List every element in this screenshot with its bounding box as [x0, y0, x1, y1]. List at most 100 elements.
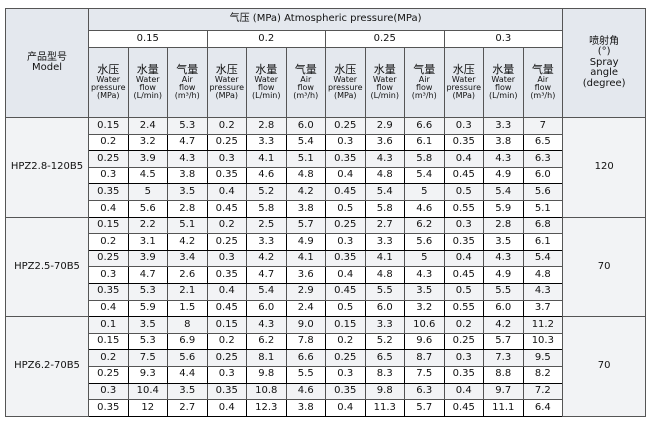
cell: 6.0 — [364, 299, 405, 318]
cell: 0.1 — [88, 316, 129, 334]
cell: 0.25 — [88, 249, 129, 268]
pressure-label: 0.25 — [325, 30, 445, 48]
header-text: flow — [179, 83, 196, 93]
header-text: (degree) — [582, 77, 626, 89]
cell: 5.2 — [364, 332, 405, 351]
column-header: 水压 Water pressure (MPa) — [88, 47, 129, 118]
cell: 0.35 — [325, 249, 366, 268]
cell: 0.35 — [325, 150, 366, 168]
header-text: Water — [451, 74, 476, 84]
cell: 5.3 — [167, 117, 208, 135]
data-row: 0.25 3.9 3.4 0.3 4.2 4.1 0.35 4.1 5 0.4 4.3 5.4 — [6, 249, 646, 268]
cell: 2.9 — [285, 282, 326, 301]
data-row: 0.3 4.7 2.6 0.35 4.7 3.6 0.4 4.8 4.3 0.45 4.9 4.8 — [6, 266, 646, 284]
header-text: flow — [376, 83, 393, 93]
header-text: flow — [139, 83, 156, 93]
header-text: Water — [491, 74, 516, 84]
header-text: 气量 — [176, 63, 199, 77]
cell: 0.45 — [443, 166, 484, 185]
header-text: 水量 — [373, 63, 396, 77]
cell: 3.3 — [483, 117, 524, 135]
cell: 0.25 — [206, 133, 247, 152]
header-text: 水压 — [215, 63, 238, 77]
column-header: 水量 Water flow (L/min) — [127, 47, 168, 118]
cell: 0.5 — [443, 183, 484, 201]
cell: 3.8 — [285, 199, 326, 218]
cell: 6.0 — [285, 117, 326, 135]
cell: 5.3 — [127, 282, 168, 301]
cell: 0.35 — [206, 266, 247, 284]
cell: 7.5 — [127, 349, 168, 367]
cell: 0.35 — [443, 365, 484, 384]
column-header: 水压 Water pressure (MPa) — [206, 47, 247, 118]
cell: 0.45 — [443, 266, 484, 284]
cell: 10.4 — [127, 382, 168, 401]
column-header: 气量 Air flow (m³/h) — [404, 47, 445, 118]
header-text: (L/min) — [370, 91, 399, 101]
data-row: 0.3 10.4 3.5 0.35 10.8 4.6 0.35 9.8 6.3 0.4 9.7 7.2 — [6, 382, 646, 401]
cell: 12.3 — [246, 399, 287, 417]
cell: 2.1 — [167, 282, 208, 301]
cell: 4.9 — [483, 166, 524, 185]
cell: 9.3 — [127, 365, 168, 384]
header-text: 水量 — [136, 63, 159, 77]
cell: 3.9 — [127, 150, 168, 168]
cell: 0.2 — [88, 133, 129, 152]
header-text: (L/min) — [133, 91, 162, 101]
header-text: 产品型号 — [27, 51, 67, 63]
header-text: 喷射角 — [589, 35, 620, 47]
cell: 0.2 — [88, 349, 129, 367]
cell: 0.2 — [325, 332, 366, 351]
cell: 3.8 — [285, 399, 326, 417]
header-text: (MPa) — [333, 91, 357, 101]
data-row: HPZ2.8-120B5 0.15 2.4 5.3 0.2 2.8 6.0 0.25 2.9 6.… — [5, 117, 647, 218]
cell: 6.1 — [404, 133, 445, 152]
cell: 0.2 — [88, 233, 129, 251]
cell: 0.55 — [443, 199, 484, 218]
cell: 7.3 — [483, 349, 524, 367]
cell: 2.8 — [167, 199, 208, 218]
data-row: HPZ6.2-70B5 0.1 3.5 8 0.15 4.3 9.0 0.15 3.3 10.6 0… — [5, 316, 647, 417]
data-row: 0.3 4.5 3.8 0.35 4.6 4.8 0.4 4.8 5.4 0.45 4.9 6.0 — [6, 166, 646, 185]
cell: 4.8 — [285, 166, 326, 185]
cell: 4.3 — [246, 316, 287, 334]
cell: 4.2 — [483, 316, 524, 334]
cell: 5.4 — [285, 133, 326, 152]
cell: 3.5 — [127, 316, 168, 334]
cell: 2.4 — [127, 117, 168, 135]
model-name: HPZ2.5-70B5 — [5, 216, 89, 318]
cell: 3.1 — [127, 233, 168, 251]
header-text: Air — [418, 74, 430, 84]
cell: 3.5 — [483, 233, 524, 251]
header-text: pressure — [90, 83, 126, 93]
cell: 0.25 — [325, 216, 366, 235]
header-text: flow — [416, 83, 433, 93]
cell: 11.2 — [522, 316, 564, 334]
cell: 0.15 — [88, 332, 129, 351]
cell: 5.8 — [404, 150, 445, 168]
header-text: (MPa) — [452, 91, 475, 101]
cell: 3.5 — [404, 282, 445, 301]
cell: 2.4 — [285, 299, 326, 318]
cell: 11.1 — [483, 399, 524, 417]
cell: 3.3 — [364, 316, 405, 334]
cell: 0.5 — [325, 199, 366, 218]
data-row: 0.35 5.3 2.1 0.4 5.4 2.9 0.45 5.5 3.5 0.5 5.5 4.3 — [6, 282, 646, 301]
cell: 6.2 — [246, 332, 287, 351]
spray-header: 喷射角 (°) Spray angle (degree) — [562, 8, 647, 118]
header-text: pressure — [327, 83, 363, 93]
cell: 0.3 — [88, 266, 129, 284]
cell: 0.3 — [88, 166, 129, 185]
data-row: 0.15 5.3 6.9 0.2 6.2 7.8 0.2 5.2 9.6 0.25 5.7 10.3 — [6, 332, 646, 351]
cell: 0.3 — [206, 365, 247, 384]
cell: 4.3 — [364, 150, 405, 168]
cell: 4.8 — [364, 266, 405, 284]
cell: 0.35 — [206, 382, 247, 401]
cell: 0.35 — [88, 282, 129, 301]
cell: 4.8 — [522, 266, 564, 284]
cell: 0.4 — [88, 199, 129, 218]
cell: 2.9 — [364, 117, 405, 135]
cell: 8.8 — [483, 365, 524, 384]
column-header: 水量 Water flow (L/min) — [246, 47, 287, 118]
cell: 5.4 — [404, 166, 445, 185]
